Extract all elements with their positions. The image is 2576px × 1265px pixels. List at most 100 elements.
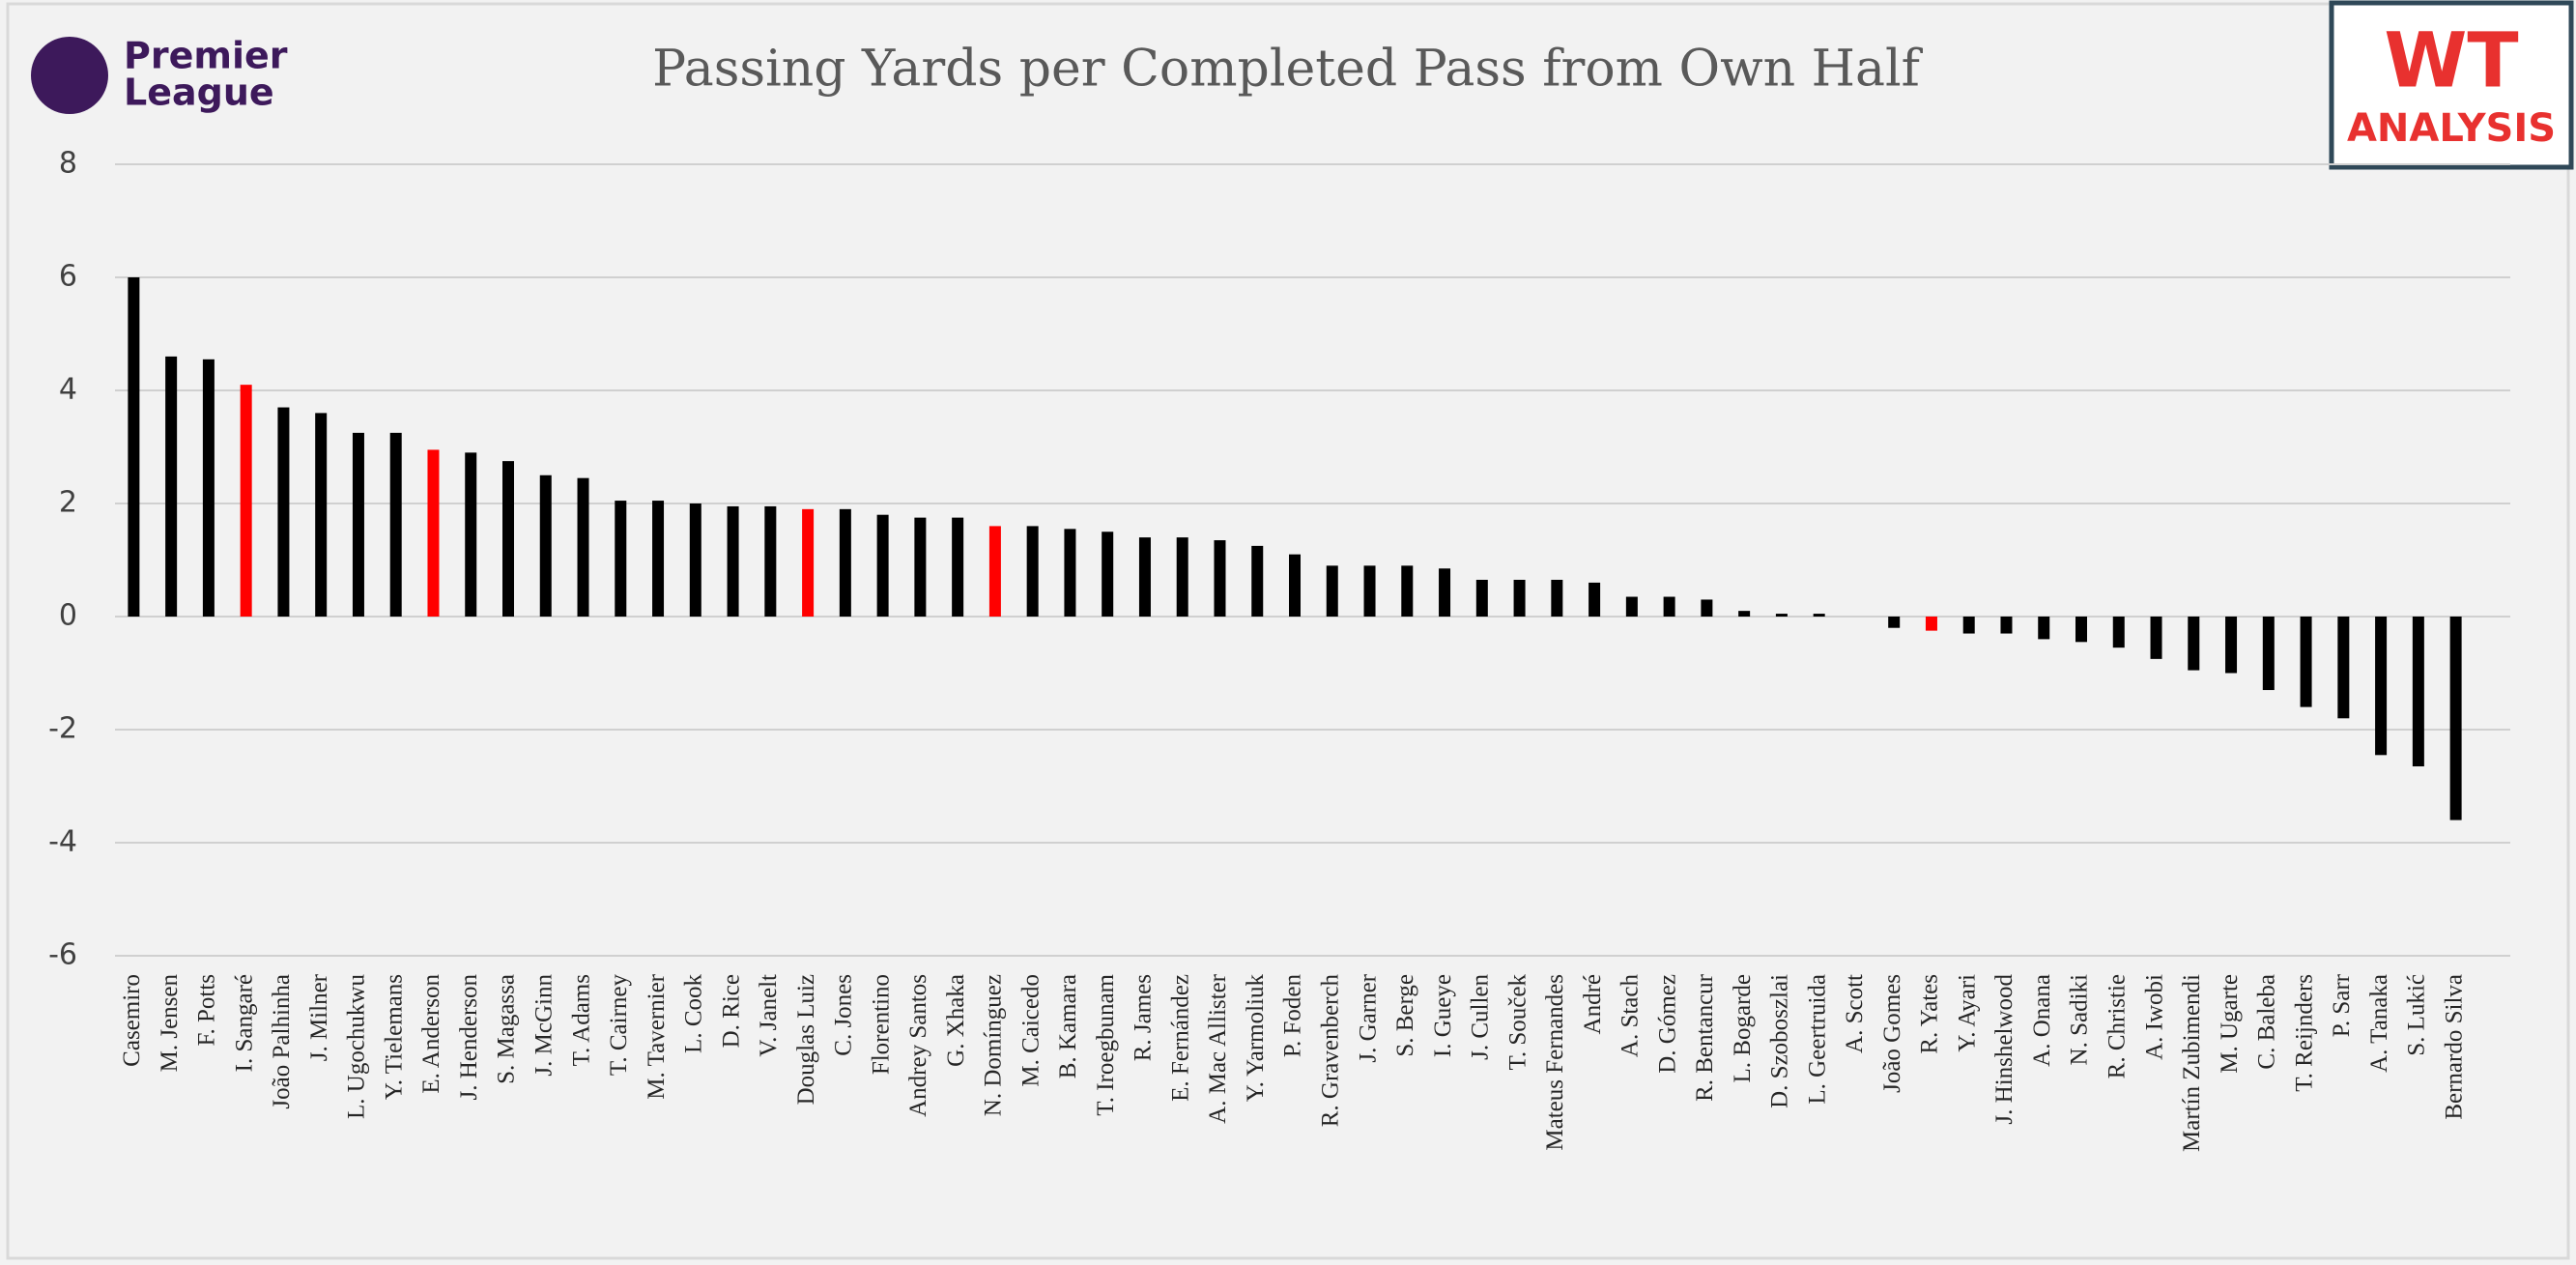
chart-frame [6, 2, 2570, 1260]
logo-text: League [124, 72, 274, 114]
x-tick-label: J. Milner [306, 973, 332, 1061]
x-tick-label: N. Domínguez [981, 974, 1007, 1116]
x-tick-label: M. Caicedo [1017, 974, 1044, 1087]
wt-analysis-logo: WT ANALYSIS [2329, 0, 2574, 170]
x-tick-label: R. Yates [1917, 974, 1943, 1054]
bar [2075, 617, 2087, 643]
bar [1589, 582, 1601, 617]
bar [1813, 614, 1825, 617]
x-tick-label: T. Reijnders [2291, 974, 2317, 1092]
bar [2262, 617, 2275, 691]
bar [689, 503, 701, 617]
x-tick-label: T. Iroegbunam [1093, 973, 1119, 1115]
bar [1888, 617, 1901, 628]
x-tick-label: I. Gueye [1430, 974, 1456, 1057]
bar [1176, 537, 1188, 617]
x-tick-label: N. Sadiki [2067, 974, 2093, 1066]
x-tick-label: André [1580, 974, 1606, 1034]
bar [2225, 617, 2238, 674]
bar [1551, 579, 1563, 617]
x-tick-label: Y. Tielemans [381, 974, 407, 1100]
x-tick-label: A. Stach [1617, 974, 1644, 1058]
y-tick-label: 2 [59, 486, 77, 520]
bar [277, 407, 290, 617]
bar [165, 356, 178, 617]
y-tick-label: 6 [59, 260, 77, 294]
bar [1475, 579, 1488, 617]
bar [1513, 579, 1526, 617]
x-tick-label: R. Bentancur [1692, 973, 1718, 1102]
bar [1775, 614, 1788, 617]
x-tick-label: Andrey Santos [905, 974, 931, 1117]
x-tick-label: Martín Zubimendi [2179, 974, 2205, 1152]
bar [1738, 611, 1751, 617]
x-tick-label: S. Magassa [494, 974, 520, 1084]
x-tick-label: D. Gómez [1654, 974, 1680, 1074]
bar [2337, 617, 2350, 719]
y-tick-label: -6 [48, 938, 77, 972]
bar [1625, 596, 1638, 617]
x-tick-label: A. Onana [2029, 974, 2055, 1067]
logo-text: Premier [124, 35, 288, 77]
x-tick-label: M. Tavernier [644, 973, 670, 1099]
x-tick-label: A. Tanaka [2366, 974, 2392, 1073]
x-tick-label: A. Mac Allister [1205, 973, 1231, 1124]
bar [465, 452, 477, 617]
bar [1026, 526, 1039, 617]
bar [1701, 599, 1713, 617]
x-tick-label: João Gomes [1879, 974, 1905, 1093]
y-tick-label: -4 [48, 825, 77, 859]
y-tick-label: 4 [59, 373, 77, 407]
x-tick-label: E. Anderson [418, 974, 444, 1094]
x-tick-label: R. Gravenberch [1317, 974, 1343, 1128]
x-tick-label: Bernardo Silva [2441, 974, 2467, 1120]
bar [1064, 529, 1076, 617]
x-tick-label: J. Henderson [456, 974, 482, 1101]
x-tick-label: J. Cullen [1468, 974, 1494, 1060]
bar [652, 501, 665, 617]
x-tick-label: Y. Yarmoliuk [1243, 974, 1269, 1103]
y-tick-label: -2 [48, 712, 77, 746]
x-tick-label: Florentino [868, 974, 894, 1075]
x-tick-label: C. Jones [831, 974, 857, 1056]
x-tick-label: D. Szoboszlai [1767, 974, 1793, 1108]
chart-title: Passing Yards per Completed Pass from Ow… [652, 41, 1924, 99]
bar [2188, 617, 2200, 671]
bar [1439, 568, 1451, 617]
bar [1326, 565, 1338, 617]
bar [2375, 617, 2388, 756]
x-tick-label: V. Janelt [756, 974, 782, 1057]
bar [1102, 532, 1114, 617]
x-tick-label: P. Sarr [2329, 973, 2355, 1037]
bar [952, 517, 964, 617]
x-tick-label: E. Fernández [1167, 974, 1193, 1102]
bar [2000, 617, 2013, 634]
x-tick-label: J. Hinshelwood [1991, 974, 2018, 1125]
x-tick-label: M. Jensen [157, 974, 183, 1073]
x-tick-label: R. Christie [2104, 974, 2130, 1078]
bar [202, 359, 215, 617]
x-tick-label: A. Iwobi [2141, 974, 2167, 1060]
x-tick-label: A. Scott [1842, 974, 1868, 1053]
bar [1962, 617, 1975, 634]
x-tick-label: L. Bogarde [1730, 974, 1756, 1082]
bar [427, 449, 440, 617]
bar [876, 514, 889, 617]
bar [539, 474, 552, 617]
logo-icon [31, 37, 108, 114]
x-tick-label: T. Souček [1504, 974, 1531, 1071]
bar [1363, 565, 1376, 617]
logo-text: WT [2384, 17, 2518, 104]
x-tick-label: Y. Ayari [1954, 974, 1980, 1052]
x-tick-label: M. Ugarte [2217, 974, 2243, 1074]
bar [1925, 617, 1937, 631]
x-tick-label: C. Baleba [2254, 974, 2280, 1070]
bar [2449, 617, 2462, 820]
bar [839, 508, 851, 617]
bar [352, 432, 364, 617]
x-tick-label: S. Berge [1392, 974, 1418, 1057]
x-tick-label: L. Ugochukwu [344, 974, 370, 1119]
bar [764, 505, 777, 617]
x-tick-label: S. Lukić [2404, 974, 2430, 1056]
